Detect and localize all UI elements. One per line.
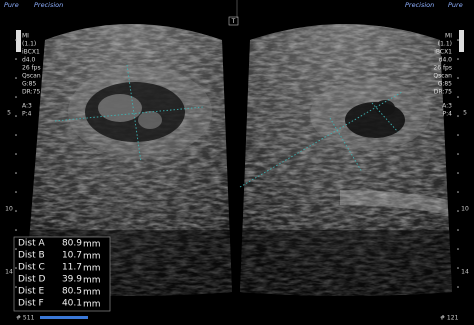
param: d4.0: [22, 57, 36, 64]
param: Qscan: [22, 73, 41, 80]
row-label: Dist F: [18, 299, 44, 309]
row-unit: mm: [83, 240, 101, 250]
depth-tick: [15, 229, 17, 231]
row-label: Dist E: [18, 287, 45, 297]
param: iBCX1: [22, 49, 40, 56]
param: 26 fps: [22, 65, 41, 72]
param: MI: [445, 33, 452, 40]
param: Qscan: [433, 73, 452, 80]
caliper-line: [371, 102, 399, 133]
depth-tick: [15, 134, 17, 136]
row-label: Dist C: [18, 263, 45, 273]
row-value: 39.9: [62, 275, 82, 285]
row-value: 80.5: [62, 287, 82, 297]
mode: Precision: [405, 1, 434, 9]
depth-tick: [15, 267, 17, 269]
gray-bar: [16, 30, 21, 52]
param: (1.1): [22, 41, 36, 48]
brand: Pure: [448, 1, 463, 9]
row-value: 11.7: [62, 263, 82, 273]
brand: Pure: [4, 1, 19, 9]
param: A:3: [442, 103, 452, 110]
param: G:85: [22, 81, 36, 88]
param: P:4: [22, 111, 32, 118]
left-image: [25, 24, 232, 296]
caliper-line: [54, 106, 204, 122]
depth-tick: [15, 96, 17, 98]
row-unit: mm: [83, 252, 101, 262]
depth-tick: [15, 191, 17, 193]
param: P:4: [443, 111, 453, 118]
depth-tick: [457, 267, 459, 269]
param: d4.0: [439, 57, 453, 64]
frame-counter: # 121: [440, 315, 459, 322]
depth-label: 5: [463, 110, 467, 117]
depth-tick: [15, 248, 17, 250]
param: G:85: [438, 81, 452, 88]
depth-label: 10: [461, 206, 469, 213]
depth-tick: [457, 96, 459, 98]
depth-label: 10: [5, 206, 13, 213]
depth-tick: [457, 39, 459, 41]
depth-tick: [457, 77, 459, 79]
depth-tick: [457, 229, 459, 231]
row-unit: mm: [83, 276, 101, 286]
right-image: [240, 24, 452, 296]
depth-label: 14: [5, 269, 13, 276]
depth-tick: [15, 172, 17, 174]
depth-tick: [457, 58, 459, 60]
marker-box: [228, 16, 239, 26]
row-label: Dist B: [18, 251, 45, 261]
row-value: 40.1: [62, 299, 82, 309]
marker: T: [231, 18, 236, 25]
depth-tick: [457, 115, 459, 117]
depth-tick: [457, 191, 459, 193]
mode: Precision: [34, 1, 63, 9]
depth-tick: [15, 77, 17, 79]
param: iBCX1: [434, 49, 452, 56]
calipers: [54, 64, 403, 188]
row-label: Dist A: [18, 239, 46, 249]
row-unit: mm: [83, 300, 101, 310]
depth-tick: [15, 210, 17, 212]
depth-tick: [457, 248, 459, 250]
depth-tick: [15, 58, 17, 60]
depth-label: 14: [461, 269, 469, 276]
measurement-box: [13, 236, 111, 312]
depth-tick: [457, 286, 459, 288]
param: (1.1): [438, 41, 452, 48]
depth-tick: [15, 153, 17, 155]
param: 26 fps: [433, 65, 452, 72]
depth-tick: [15, 39, 17, 41]
param: DR:75: [434, 89, 452, 96]
depth-tick: [457, 134, 459, 136]
depth-tick: [457, 153, 459, 155]
param: DR:75: [22, 89, 40, 96]
depth-tick: [457, 210, 459, 212]
depth-tick: [15, 286, 17, 288]
row-label: Dist D: [18, 275, 46, 285]
param: A:3: [22, 103, 32, 110]
row-value: 80.9: [62, 239, 82, 249]
row-unit: mm: [83, 288, 101, 298]
depth-tick: [15, 115, 17, 117]
depth-tick: [457, 172, 459, 174]
param: MI: [22, 33, 29, 40]
depth-label: 5: [7, 110, 11, 117]
row-unit: mm: [83, 264, 101, 274]
gray-bar: [459, 30, 464, 52]
cine-bar: [40, 316, 88, 319]
row-value: 10.7: [62, 251, 82, 261]
caliper-line: [126, 64, 142, 163]
frame-counter: # 511: [16, 315, 35, 322]
